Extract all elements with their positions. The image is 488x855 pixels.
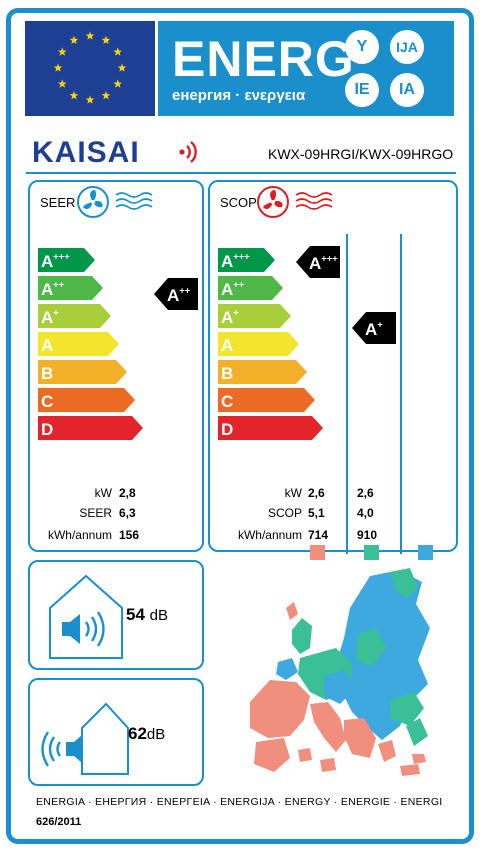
energy-title: ENERG: [172, 31, 355, 87]
header-divider: [26, 172, 456, 174]
cooling-row-kw-value: 2,8: [119, 486, 136, 500]
heating-row-kwh-colder: 910: [357, 528, 378, 542]
cooling-scale-class-5: C: [38, 388, 135, 412]
footer-languages: ENERGIA · ЕНЕРГИЯ · ΕΝΕΡΓΕΙΑ · ENERGIJA …: [36, 796, 443, 808]
footer-regulation: 626/2011: [36, 816, 82, 828]
wifi-signal-icon: [179, 141, 197, 163]
europe-climate-zone-map: [250, 568, 430, 776]
heating-scale-class-5: C: [218, 388, 315, 412]
zone-warmer-swatch: [418, 545, 433, 560]
eu-star-9: [53, 63, 63, 72]
brand-name: KAISAI: [32, 136, 140, 169]
cooling-airflow-icon: [115, 192, 153, 210]
energy-header: ENERG енергия · ενεργεια Y IJA IE IA: [158, 21, 454, 116]
heating-column-divider-2: [400, 234, 402, 554]
heating-airflow-icon: [295, 192, 333, 210]
eu-stars-icon: [53, 31, 127, 104]
svg-text:D: D: [41, 420, 53, 439]
heating-scale-class-2: A+: [218, 304, 291, 328]
cooling-row-kwh-label: kWh/annum: [47, 528, 112, 542]
cooling-rating-pointer: A++: [154, 278, 198, 310]
lang-code-ija: IJA: [390, 30, 424, 64]
eu-star-5: [101, 91, 111, 100]
heating-row-scop-label: SCOP: [267, 506, 302, 520]
eu-star-4: [113, 79, 123, 88]
cooling-row-kwh-value: 156: [119, 528, 140, 542]
seer-label: SEER: [40, 195, 76, 210]
zone-average-swatch: [310, 545, 325, 560]
cooling-row-seer-value: 6,3: [119, 506, 136, 520]
svg-text:A: A: [41, 336, 53, 355]
eu-flag: [25, 21, 155, 116]
eu-star-3: [117, 63, 127, 72]
eu-star-11: [69, 35, 79, 45]
eu-star-2: [113, 47, 123, 56]
eu-star-7: [69, 91, 79, 100]
energy-subtitle: енергия · ενεργεια: [172, 87, 306, 104]
cooling-scale-class-4: B: [38, 360, 127, 384]
lang-code-ia: IA: [390, 73, 424, 107]
svg-text:B: B: [221, 364, 233, 383]
eu-star-0: [85, 31, 95, 40]
lang-code-y: Y: [345, 30, 379, 64]
outdoor-house-speaker-icon: [41, 702, 129, 775]
heating-scale-class-3: A: [218, 332, 299, 356]
indoor-noise-value: 54 dB: [126, 605, 169, 624]
heating-scale-class-1: A++: [218, 276, 283, 300]
scop-label: SCOP: [220, 195, 257, 210]
heating-scale-class-4: B: [218, 360, 307, 384]
heating-fan-icon: [257, 186, 289, 218]
cooling-scale-class-6: D: [38, 416, 143, 440]
cooling-scale-class-2: A+: [38, 304, 111, 328]
heating-scale-class-0: A+++: [218, 248, 275, 272]
model-number: KWX-09HRGI/KWX-09HRGO: [268, 146, 454, 162]
heating-row-kw-label: kW: [284, 486, 302, 500]
cooling-row-seer-label: SEER: [79, 506, 112, 520]
eu-star-6: [85, 95, 95, 104]
lang-code-ie: IE: [345, 73, 379, 107]
heating-panel: SCOP A+++ A++ A+ A B C D A+++ A+ kW 2,6 2,6 SCOP…: [208, 180, 458, 554]
svg-text:C: C: [41, 392, 53, 411]
heating-row-kwh-average: 714: [308, 528, 329, 542]
heating-rating-colder-pointer: A+: [352, 312, 396, 344]
heating-row-kw-average: 2,6: [308, 486, 325, 500]
heating-row-scop-colder: 4,0: [357, 506, 374, 520]
heating-rating-average-pointer: A+++: [296, 246, 340, 278]
cooling-scale-class-1: A++: [38, 276, 103, 300]
cooling-row-kw-label: kW: [94, 486, 112, 500]
zone-colder-swatch: [364, 545, 379, 560]
svg-text:B: B: [41, 364, 53, 383]
cooling-panel: SEER A+++ A++ A+ A B C D A++ kW 2,8 SEER 6,3 kW…: [28, 180, 204, 552]
heating-scale-class-6: D: [218, 416, 323, 440]
cooling-fan-icon: [77, 186, 109, 218]
heating-row-kw-colder: 2,6: [357, 486, 374, 500]
eu-star-1: [101, 35, 111, 45]
outdoor-noise-panel: 62dB: [28, 678, 204, 786]
indoor-house-speaker-icon: [49, 574, 123, 659]
svg-text:C: C: [221, 392, 233, 411]
indoor-noise-panel: 54 dB: [28, 560, 204, 670]
svg-text:A: A: [221, 336, 233, 355]
heating-row-kwh-label: kWh/annum: [237, 528, 302, 542]
svg-text:D: D: [221, 420, 233, 439]
cooling-scale-class-0: A+++: [38, 248, 95, 272]
outdoor-noise-value: 62dB: [128, 724, 166, 743]
heating-column-divider-1: [346, 234, 348, 554]
heating-row-scop-average: 5,1: [308, 506, 325, 520]
cooling-scale-class-3: A: [38, 332, 119, 356]
eu-star-8: [57, 79, 67, 88]
eu-star-10: [57, 47, 67, 56]
